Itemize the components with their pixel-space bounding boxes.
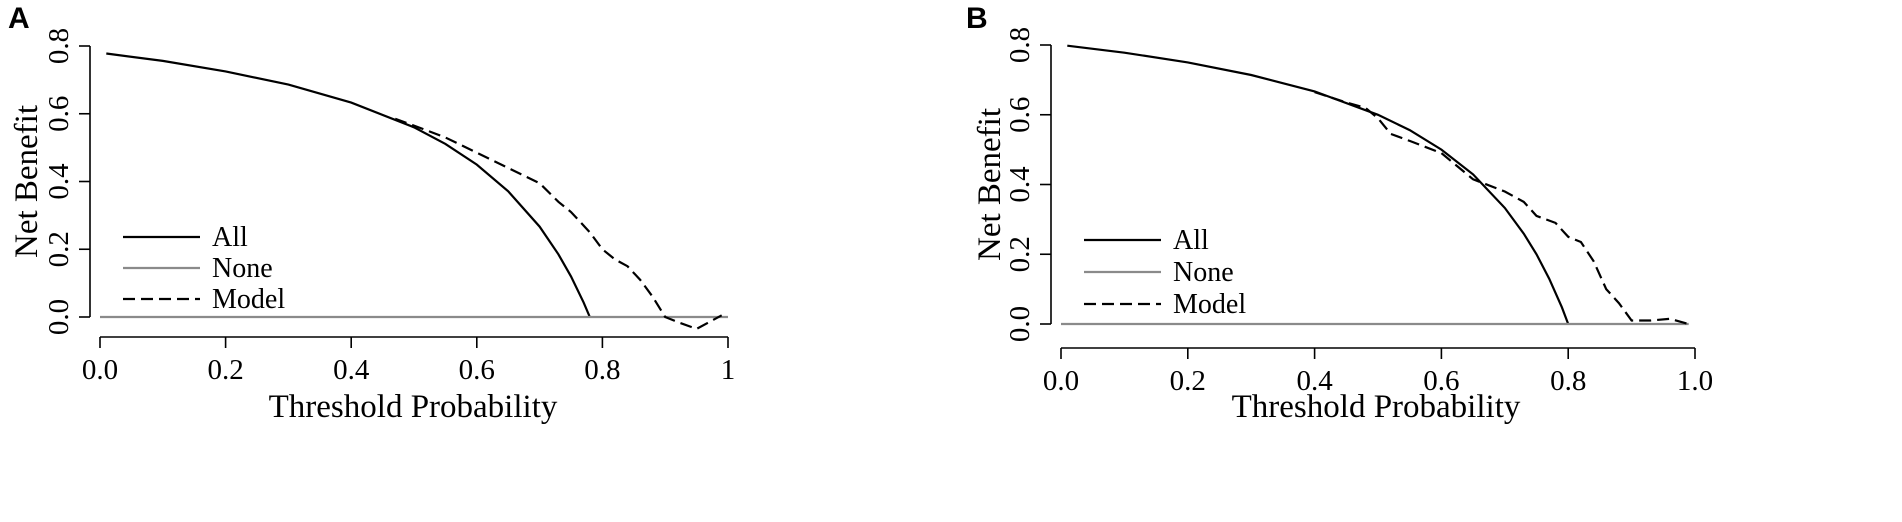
- chart-svg: B 0.0 0.2 0.4 0.6 0.8 0.0 0.2 0.4 0.6 0.8 1.0 Thresh…: [966, 2, 1713, 425]
- x-tick-label: 0.2: [1170, 365, 1206, 397]
- y-tick-label: 0.0: [1004, 306, 1036, 342]
- legend-label-all: All: [212, 222, 248, 253]
- y-tick-label: 0.4: [1004, 166, 1036, 203]
- x-tick-label: 1.0: [1677, 365, 1713, 397]
- x-tick-label: 0.2: [207, 354, 243, 386]
- series-line-model: [1314, 91, 1689, 326]
- y-axis-title: Net Benefit: [9, 105, 45, 258]
- legend-label-none: None: [212, 253, 273, 284]
- y-tick-label: 0.4: [43, 163, 75, 200]
- y-tick-label: 0.6: [1004, 97, 1036, 133]
- x-tick-label: 0.8: [1550, 365, 1586, 397]
- y-tick-label: 0.6: [43, 96, 75, 132]
- panel-a: A 0.0 0.2 0.4 0.6 0.8 0.0 0.2 0.4 0.6 0.8 1 Threshol…: [8, 2, 736, 425]
- y-axis-title: Net Benefit: [972, 108, 1008, 261]
- x-tick-label: 0.4: [1296, 365, 1333, 397]
- y-tick-label: 0.2: [1004, 236, 1036, 272]
- x-tick-label: 0.6: [1423, 365, 1459, 397]
- panel-letter: B: [966, 2, 988, 35]
- y-tick-label: 0.8: [1004, 27, 1036, 63]
- x-tick-label: 0.6: [459, 354, 495, 386]
- legend-label-model: Model: [1173, 289, 1246, 320]
- series-line-all: [1067, 44, 1570, 325]
- chart-svg: A 0.0 0.2 0.4 0.6 0.8 0.0 0.2 0.4 0.6 0.8 1 Threshol…: [8, 2, 736, 425]
- series-line-model: [394, 117, 723, 331]
- x-tick-label: 0.8: [584, 354, 620, 386]
- y-tick-label: 0.0: [43, 299, 75, 335]
- y-tick-label: 0.2: [43, 231, 75, 267]
- legend-label-none: None: [1173, 257, 1234, 288]
- x-tick-label: 0.0: [82, 354, 118, 386]
- panel-b: B 0.0 0.2 0.4 0.6 0.8 0.0 0.2 0.4 0.6 0.8 1.0 Thresh…: [951, 0, 1902, 522]
- y-tick-label: 0.8: [43, 28, 75, 64]
- x-tick-label: 0.4: [333, 354, 370, 386]
- legend-label-model: Model: [212, 284, 285, 315]
- panel-letter: A: [8, 2, 30, 35]
- series-line-all: [106, 52, 591, 318]
- x-tick-label: 0.0: [1043, 365, 1079, 397]
- x-axis-title: Threshold Probability: [269, 389, 558, 425]
- x-tick-label: 1: [721, 354, 736, 386]
- legend-label-all: All: [1173, 225, 1209, 256]
- x-axis-title: Threshold Probability: [1232, 389, 1521, 425]
